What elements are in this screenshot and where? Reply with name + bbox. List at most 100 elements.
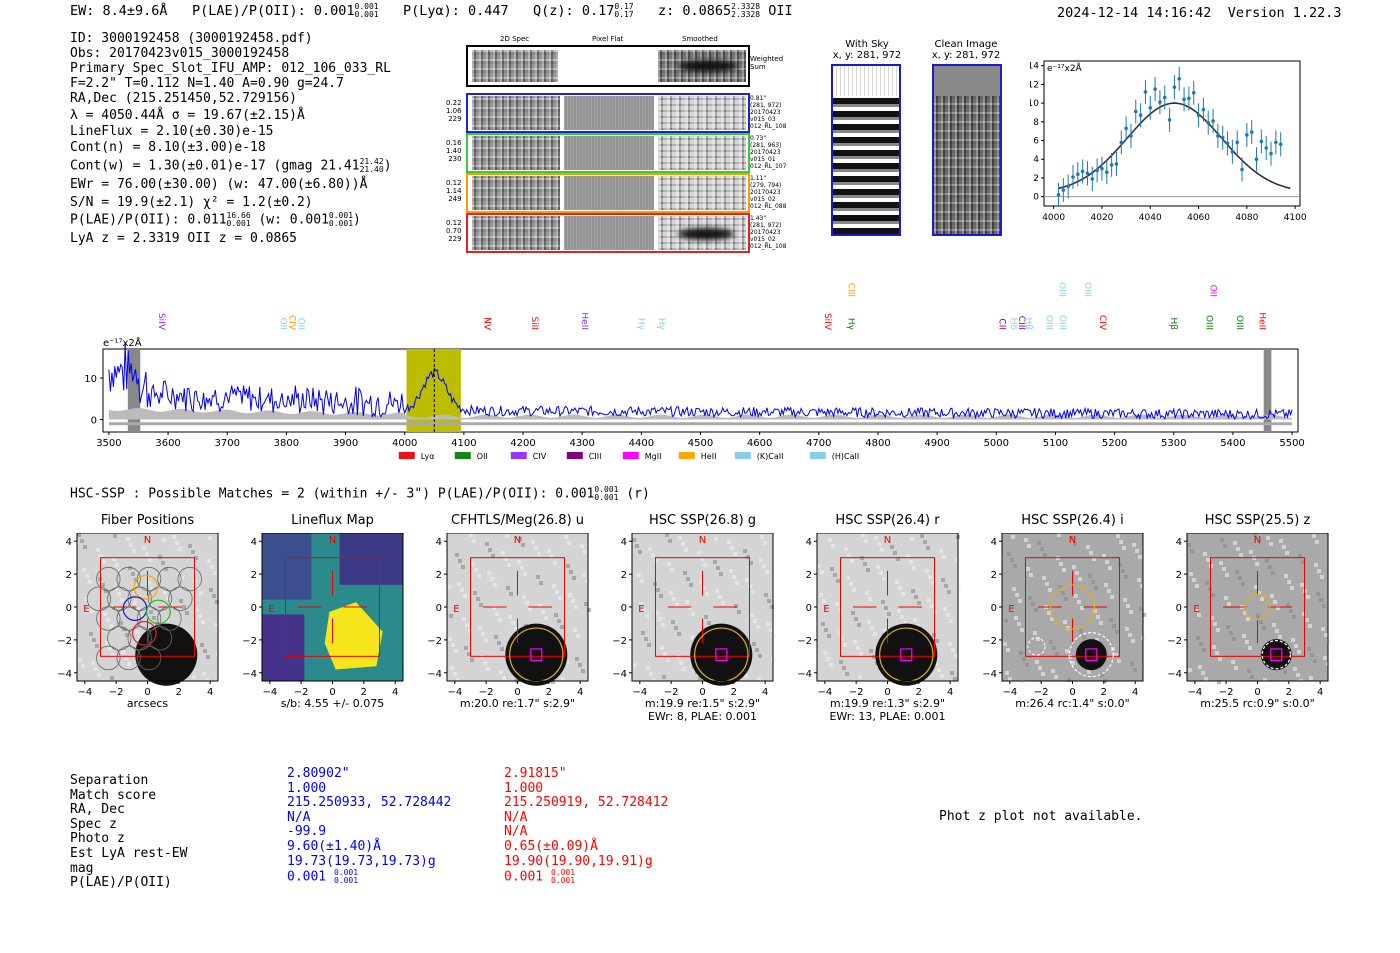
match-table-col2: 2.91815" 1.000 215.250919, 52.728412 N/A N/A…	[504, 766, 668, 887]
zoom-data-point	[1080, 169, 1085, 174]
table-cell: 2.80902"	[287, 766, 451, 782]
zoom-ytick-label: 10	[1030, 99, 1039, 109]
stamp-noise-pixel	[1013, 564, 1017, 568]
table-cell-value: N/A	[504, 824, 528, 840]
stamp-noise-pixel	[136, 607, 140, 611]
fiber-highlight	[132, 620, 157, 646]
stamp-noise-pixel	[550, 555, 554, 559]
stamp-noise-pixel	[587, 608, 591, 612]
stamp-ytick-label: −2	[57, 636, 72, 647]
stamp-noise-pixel	[953, 677, 957, 681]
stamp-ytick-label: 0	[621, 603, 627, 614]
stamp-noise-pixel	[537, 552, 541, 556]
info-ewr: EWr = 76.00(±30.00) (w: 47.00(±6.80))Å	[70, 177, 368, 192]
stamp-noise-pixel	[161, 561, 165, 565]
zoom-data-point	[1211, 119, 1215, 123]
stamp-noise-pixel	[1197, 613, 1201, 617]
stamp-noise-pixel	[572, 576, 576, 580]
stamp-noise-pixel	[716, 566, 720, 570]
stamp-xtick-label: −2	[1219, 687, 1234, 698]
table-cell-value: 2.80902"	[287, 766, 350, 781]
cutout-flat	[564, 176, 654, 210]
table-cell: N/A	[504, 810, 668, 826]
zoom-data-point	[1104, 170, 1109, 175]
stamp-noise-pixel	[755, 648, 759, 652]
stamp-noise-pixel	[1213, 622, 1217, 626]
stamp-noise-pixel	[669, 591, 673, 595]
spectral-line-label: NV	[482, 317, 492, 331]
stamp-noise-pixel	[842, 666, 846, 670]
stamp-noise-pixel	[1196, 636, 1200, 640]
cutout-meta-line: (279, 794)	[750, 182, 782, 189]
stamp-noise-pixel	[658, 617, 662, 621]
stamp-noise-pixel	[561, 677, 565, 681]
stamp-noise-pixel	[517, 560, 521, 564]
stamp-noise-pixel	[1226, 625, 1230, 629]
stamp-noise-pixel	[1021, 680, 1025, 684]
stamp-noise-pixel	[917, 601, 921, 605]
catalog-match-box	[1085, 648, 1098, 662]
stamp-noise-pixel	[817, 564, 821, 568]
east-marker: E	[268, 604, 274, 615]
weighted-2d	[472, 50, 558, 82]
stamp-noise-pixel	[1313, 659, 1317, 663]
stamp-noise-pixel	[743, 549, 747, 553]
stamp-xtick-label: −2	[479, 687, 494, 698]
timestamp: 2024-12-14 14:16:42	[1057, 5, 1212, 21]
zoom-xtick-label: 4020	[1091, 213, 1114, 223]
catalog-match-box	[1270, 648, 1283, 662]
stamp-noise-pixel	[1308, 624, 1312, 628]
cutout-meta-line: 0.73"	[750, 135, 767, 142]
stamp-ytick-label: 2	[66, 570, 72, 581]
spectral-line-label: Hγ	[845, 318, 855, 331]
east-marker: E	[823, 604, 829, 615]
cutout-stat: 1.06	[446, 107, 462, 115]
stamp-panel: N E 4 2 0 −2 −4 −4 −2 0 2 4	[1167, 533, 1331, 698]
stamp-noise-pixel	[1059, 562, 1063, 566]
hsc-lo: 0.001	[594, 493, 619, 502]
legend-swatch	[809, 452, 826, 459]
stamp-noise-pixel	[686, 577, 690, 581]
stamp-noise-pixel	[188, 544, 192, 548]
stamp-noise-pixel	[1112, 624, 1116, 628]
stamp-noise-pixel	[1006, 648, 1010, 652]
stamp-noise-pixel	[671, 620, 675, 624]
fiber-highlight	[146, 599, 171, 625]
cutout-stat: 1.14	[446, 187, 462, 195]
east-marker: E	[83, 604, 89, 615]
stamp-noise-pixel	[94, 667, 98, 671]
table-label: RA, Dec	[70, 802, 125, 818]
cutout-row-meta: 1.11" (279, 794) 20170423 v015_02 012_RL_088	[750, 175, 786, 210]
stamp-noise-pixel	[474, 568, 478, 572]
header-plae-hi: 0.001	[354, 2, 379, 11]
spectral-line-label: OIII	[1057, 282, 1067, 297]
stamp-noise-pixel	[939, 549, 943, 553]
stamp-noise-pixel	[175, 541, 179, 545]
stamp-noise-pixel	[1093, 609, 1097, 613]
stamp-noise-pixel	[126, 537, 130, 541]
stamp-noise-pixel	[1077, 600, 1081, 604]
stamp-noise-pixel	[1108, 566, 1112, 570]
stamp-noise-pixel	[1035, 660, 1039, 664]
stamp-noise-pixel	[715, 589, 719, 593]
stamp-noise-pixel	[861, 533, 865, 537]
stamp-noise-pixel	[1301, 560, 1305, 564]
stamp-noise-pixel	[501, 551, 505, 555]
stamp-noise-pixel	[950, 671, 954, 675]
masked-region	[1263, 349, 1272, 432]
spectral-line-label: OIII	[1082, 282, 1092, 297]
spectral-line-label: SiII	[529, 316, 539, 330]
stamp-noise-pixel	[89, 632, 93, 636]
stamp-noise-pixel	[111, 653, 115, 657]
stamp-noise-pixel	[750, 613, 754, 617]
stamp-noise-pixel	[477, 574, 481, 578]
legend-swatch	[734, 452, 751, 459]
spectral-line-label: Hβ	[1023, 317, 1033, 330]
stamp-noise-pixel	[1310, 653, 1314, 657]
info-plae-hi: 16.66	[226, 211, 251, 220]
north-marker: N	[699, 535, 706, 546]
stamp-noise-pixel	[455, 553, 459, 557]
table-cell-value: 19.73(19.73,19.73)g	[287, 853, 436, 869]
stamp-noise-pixel	[1038, 666, 1042, 670]
cutout-stat: 0.16	[446, 139, 462, 147]
